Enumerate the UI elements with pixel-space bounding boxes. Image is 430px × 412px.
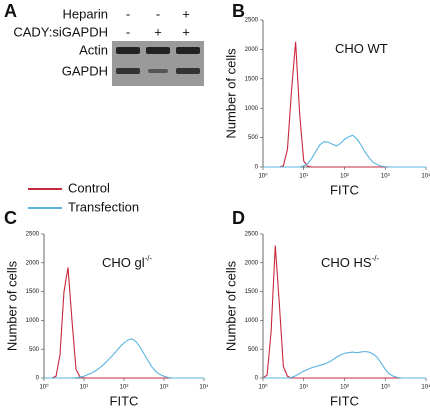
series-line bbox=[263, 41, 426, 168]
blot-sign: - bbox=[126, 24, 130, 39]
annotation: CHO HS-/- bbox=[321, 254, 379, 270]
series-line bbox=[263, 350, 426, 379]
blot-band-label: GAPDH bbox=[62, 63, 108, 78]
annotation-superscript: -/- bbox=[372, 254, 380, 263]
y-tick-label: 2500 bbox=[245, 232, 259, 238]
panel-label: A bbox=[4, 1, 17, 21]
blot-sign: - bbox=[126, 6, 130, 21]
panel-label: D bbox=[232, 208, 245, 228]
x-axis-label: FITC bbox=[110, 393, 139, 408]
y-tick-label: 1000 bbox=[26, 318, 40, 324]
y-tick-label: 500 bbox=[29, 347, 40, 353]
x-tick-label: 10³ bbox=[160, 385, 169, 391]
y-tick-label: 1000 bbox=[245, 318, 259, 324]
x-axis-label: FITC bbox=[330, 182, 359, 197]
x-tick-label: 10⁰ bbox=[258, 384, 268, 391]
blot-sign: + bbox=[182, 24, 190, 39]
annotation-text: CHO HS bbox=[321, 255, 372, 270]
blot-image bbox=[112, 41, 204, 86]
x-tick-label: 10¹ bbox=[299, 385, 308, 391]
y-axis-label: Number of cells bbox=[4, 260, 19, 351]
blot-sign: + bbox=[182, 6, 190, 21]
y-tick-label: 1500 bbox=[245, 76, 259, 82]
x-axis-label: FITC bbox=[330, 393, 359, 408]
legend-label: Transfection bbox=[68, 199, 139, 214]
blot-sign: - bbox=[156, 6, 160, 21]
blot-row-label: Heparin bbox=[62, 6, 108, 21]
blot-band-label: Actin bbox=[79, 42, 108, 57]
x-tick-label: 10³ bbox=[381, 174, 390, 180]
blot-row-label: CADY:siGAPDH bbox=[13, 24, 108, 39]
x-tick-label: 10⁴ bbox=[199, 384, 209, 391]
x-tick-label: 10⁴ bbox=[421, 384, 430, 391]
legend-label: Control bbox=[68, 180, 110, 195]
y-tick-label: 1500 bbox=[26, 289, 40, 295]
y-axis-label: Number of cells bbox=[223, 48, 238, 139]
panel-label: B bbox=[232, 1, 245, 21]
x-tick-label: 10¹ bbox=[80, 385, 89, 391]
x-tick-label: 10² bbox=[120, 385, 129, 391]
x-tick-label: 10² bbox=[340, 385, 349, 391]
annotation: CHO WT bbox=[335, 41, 388, 56]
blot-sign: + bbox=[154, 24, 162, 39]
annotation: CHO gl-/- bbox=[102, 254, 153, 270]
y-tick-label: 0 bbox=[36, 376, 40, 382]
y-tick-label: 0 bbox=[255, 376, 259, 382]
y-tick-label: 1500 bbox=[245, 289, 259, 295]
series-line bbox=[44, 267, 204, 379]
y-tick-label: 0 bbox=[255, 165, 259, 171]
series-line bbox=[263, 134, 426, 168]
y-tick-label: 500 bbox=[248, 135, 259, 141]
x-tick-label: 10⁴ bbox=[421, 173, 430, 180]
x-tick-label: 10⁰ bbox=[258, 173, 268, 180]
series-line bbox=[44, 338, 204, 379]
y-tick-label: 2500 bbox=[245, 18, 259, 24]
y-tick-label: 2000 bbox=[26, 260, 40, 266]
x-tick-label: 10¹ bbox=[299, 174, 308, 180]
y-tick-label: 500 bbox=[248, 347, 259, 353]
annotation-superscript: -/- bbox=[145, 254, 153, 263]
annotation-text: CHO WT bbox=[335, 41, 388, 56]
y-axis-label: Number of cells bbox=[223, 260, 238, 351]
x-tick-label: 10² bbox=[340, 174, 349, 180]
annotation-text: CHO gl bbox=[102, 255, 145, 270]
y-tick-label: 2000 bbox=[245, 260, 259, 266]
x-tick-label: 10³ bbox=[381, 385, 390, 391]
panel-label: C bbox=[4, 208, 17, 228]
y-tick-label: 1000 bbox=[245, 106, 259, 112]
y-tick-label: 2000 bbox=[245, 47, 259, 53]
y-tick-label: 2500 bbox=[26, 232, 40, 238]
x-tick-label: 10⁰ bbox=[39, 384, 49, 391]
